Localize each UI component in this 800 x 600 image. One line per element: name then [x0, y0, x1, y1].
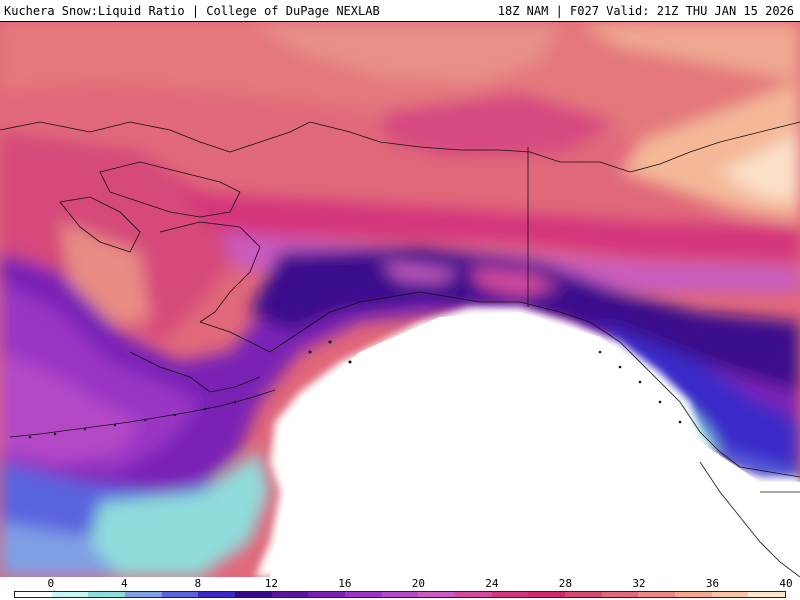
colorbar [14, 591, 786, 598]
colorbar-tick-labels: 0 4 8 12 16 20 24 28 32 36 40 [0, 577, 800, 590]
colorbar-tick-label: 36 [705, 577, 720, 590]
map-header: Kuchera Snow:Liquid Ratio | College of D… [0, 0, 800, 22]
colorbar-cell [88, 592, 126, 597]
colorbar-legend: 0 4 8 12 16 20 24 28 32 36 40 [0, 577, 800, 600]
colorbar-cell [161, 592, 199, 597]
colorbar-cell [15, 592, 52, 597]
colorbar-cell [235, 592, 272, 597]
ratio-field-shading [0, 22, 800, 577]
colorbar-cell [711, 592, 749, 597]
colorbar-tick-label: 8 [194, 577, 202, 590]
colorbar-tick-label: 12 [264, 577, 278, 590]
colorbar-tick-label: 32 [632, 577, 646, 590]
colorbar-cell [308, 592, 346, 597]
colorbar-cell [675, 592, 712, 597]
colorbar-cell [125, 592, 162, 597]
colorbar-cell [51, 592, 89, 597]
colorbar-cell [638, 592, 676, 597]
colorbar-cell [455, 592, 492, 597]
colorbar-cell [198, 592, 236, 597]
colorbar-cell [528, 592, 566, 597]
colorbar-tick-label: 28 [558, 577, 573, 590]
colorbar-tick-label: 0 [47, 577, 55, 590]
colorbar-cell [418, 592, 456, 597]
colorbar-tick-label: 16 [338, 577, 352, 590]
colorbar-tick-label: 24 [485, 577, 499, 590]
colorbar-cell [748, 592, 786, 597]
colorbar-cell [345, 592, 382, 597]
product-title: Kuchera Snow:Liquid Ratio | College of D… [4, 4, 380, 18]
model-run-valid-time: 18Z NAM | F027 Valid: 21Z THU JAN 15 202… [497, 4, 794, 18]
island-dots [28, 340, 682, 439]
colorbar-cell [381, 592, 419, 597]
snow-liquid-ratio-map [0, 22, 800, 577]
colorbar-cell [601, 592, 639, 597]
colorbar-cell [565, 592, 602, 597]
colorbar-cell [491, 592, 529, 597]
colorbar-tick-label: 40 [779, 577, 793, 590]
colorbar-tick-label: 4 [120, 577, 128, 590]
colorbar-tick-label: 20 [411, 577, 425, 590]
colorbar-cell [271, 592, 309, 597]
